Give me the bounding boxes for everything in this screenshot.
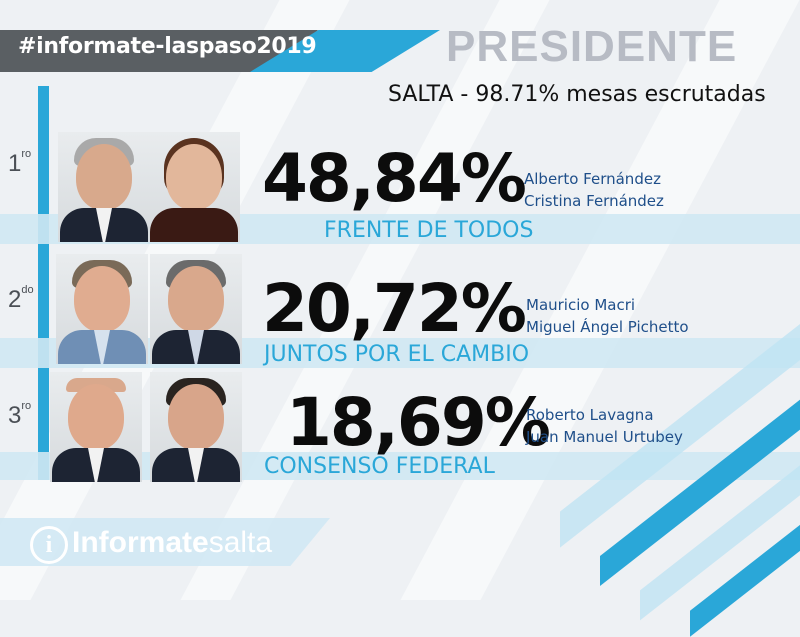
rank-suffix: do — [21, 284, 34, 296]
brand-light: salta — [208, 526, 273, 559]
candidate-names: Mauricio Macri Miguel Ángel Pichetto — [526, 294, 689, 338]
party-name: FRENTE DE TODOS — [324, 218, 534, 243]
candidate-photo — [150, 254, 242, 364]
candidate-photo — [50, 372, 142, 482]
party-name: CONSENSO FEDERAL — [264, 454, 495, 479]
candidate-names: Alberto Fernández Cristina Fernández — [524, 168, 664, 212]
candidate-name: Mauricio Macri — [526, 296, 636, 314]
page-subtitle: SALTA - 98.71% mesas escrutadas — [388, 82, 766, 107]
candidate-photo — [56, 254, 148, 364]
rank-suffix: ro — [21, 148, 32, 160]
candidate-names: Roberto Lavagna Juan Manuel Urtubey — [526, 404, 683, 448]
candidate-name: Cristina Fernández — [524, 192, 664, 210]
info-icon: i — [30, 526, 68, 564]
candidate-photo — [148, 132, 240, 242]
vote-percentage: 18,69% — [286, 384, 551, 461]
vote-percentage: 20,72% — [262, 270, 527, 347]
rank-number: 1 — [8, 150, 22, 177]
candidate-photo — [150, 372, 242, 482]
brand-bold: Informate — [72, 526, 209, 559]
rank-1: 1ro — [8, 148, 32, 178]
rank-2: 2do — [8, 284, 34, 314]
brand-logo: Informatesalta — [72, 526, 272, 560]
hashtag-label: #informate-laspaso2019 — [18, 34, 317, 59]
candidate-name: Juan Manuel Urtubey — [526, 428, 683, 446]
rank-number: 3 — [8, 402, 22, 429]
candidate-name: Miguel Ángel Pichetto — [526, 318, 689, 336]
page-title: PRESIDENTE — [446, 22, 738, 71]
rank-number: 2 — [8, 286, 22, 313]
vertical-accent-bar — [38, 86, 49, 480]
candidate-name: Roberto Lavagna — [526, 406, 654, 424]
vote-percentage: 48,84% — [262, 140, 527, 217]
party-name: JUNTOS POR EL CAMBIO — [264, 342, 530, 367]
rank-3: 3ro — [8, 400, 32, 430]
candidate-name: Alberto Fernández — [524, 170, 661, 188]
candidate-photo — [58, 132, 150, 242]
rank-suffix: ro — [21, 400, 32, 412]
